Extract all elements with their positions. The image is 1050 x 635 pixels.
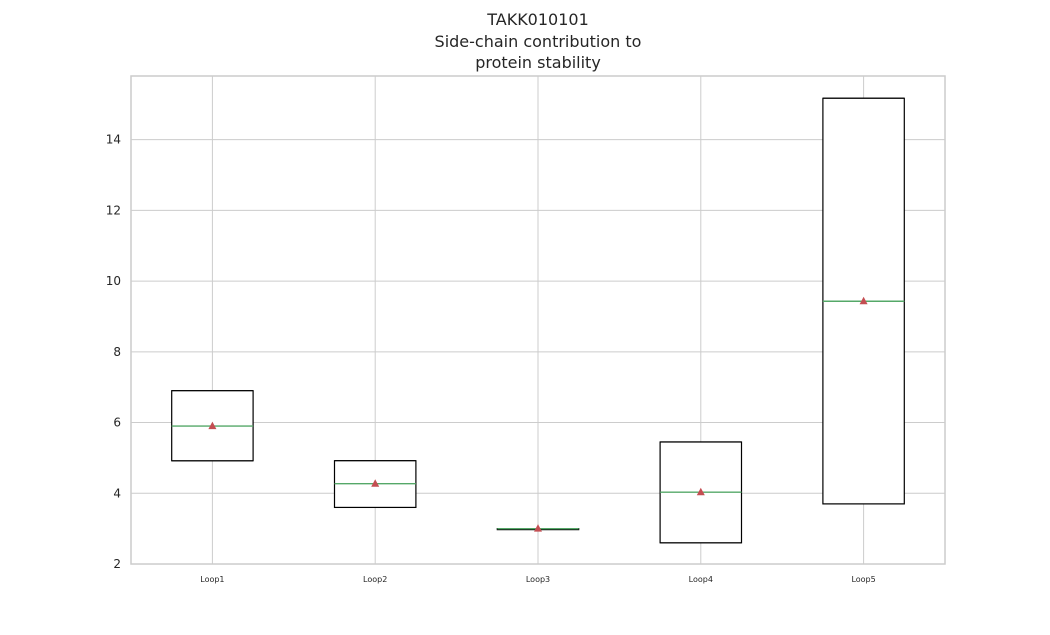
box-loop5: [822, 97, 905, 505]
x-axis-ticks: Loop1 Loop2 Loop3 Loop4 Loop5: [200, 575, 875, 584]
y-tick-label: 6: [113, 416, 121, 430]
plot-frame: [130, 75, 946, 565]
y-axis-ticks: 2 4 6 8 10 12 14: [106, 133, 121, 571]
mean-marker: [371, 479, 380, 487]
y-tick-label: 12: [106, 203, 121, 217]
box-loop4: [659, 441, 743, 544]
box-loop2: [333, 460, 417, 509]
y-tick-label: 14: [106, 133, 121, 147]
y-tick-label: 4: [113, 486, 121, 500]
box-loop3: [496, 524, 580, 532]
mean-marker: [208, 421, 217, 430]
boxes: [171, 97, 905, 544]
x-tick-label: Loop3: [526, 575, 550, 584]
title-line-3: protein stability: [475, 53, 601, 72]
y-tick-label: 8: [113, 345, 121, 359]
y-tick-label: 2: [113, 557, 121, 571]
x-tick-label: Loop1: [200, 575, 224, 584]
mean-marker: [534, 524, 542, 532]
title-line-1: TAKK010101: [486, 10, 589, 29]
mean-marker: [696, 487, 705, 496]
box-loop1: [171, 390, 254, 462]
x-tick-label: Loop5: [851, 575, 875, 584]
y-tick-label: 10: [106, 274, 121, 288]
title-line-2: Side-chain contribution to: [435, 32, 642, 51]
x-tick-label: Loop2: [363, 575, 387, 584]
chart-title: TAKK010101 Side-chain contribution to pr…: [435, 10, 642, 72]
mean-marker: [859, 296, 868, 305]
x-tick-label: Loop4: [689, 575, 713, 584]
